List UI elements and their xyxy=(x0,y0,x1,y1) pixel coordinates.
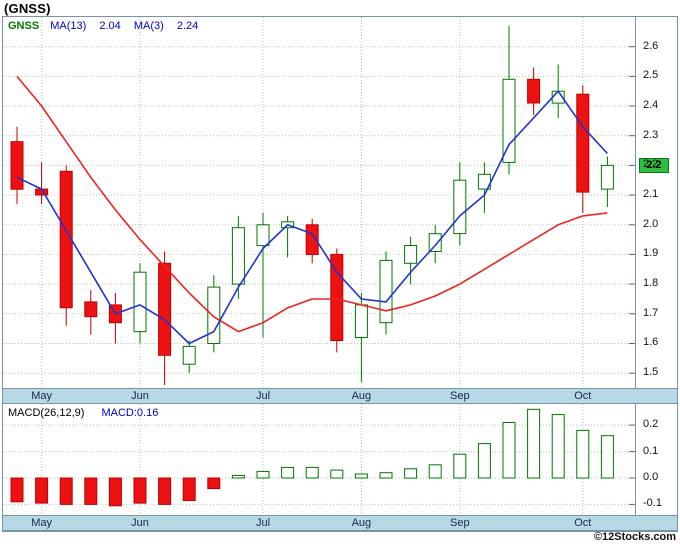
month-label: Jun xyxy=(131,390,149,402)
month-label: Oct xyxy=(574,390,592,402)
watermark: ©12Stocks.com xyxy=(593,531,676,543)
macd-plot xyxy=(3,404,635,515)
macd-value: MACD:0.16 xyxy=(101,407,159,419)
y-tick-label: 2.5 xyxy=(643,69,659,82)
y-tick-label: 2.3 xyxy=(643,128,659,141)
month-label: May xyxy=(31,390,52,402)
month-label: Jul xyxy=(255,517,271,529)
macd-x-axis-band: May Jun Jul Aug Sep Oct xyxy=(3,515,677,531)
macd-y-axis: 0.2 0.1 0.0 -0.1 xyxy=(635,404,677,515)
month-label: Oct xyxy=(574,517,592,529)
price-plot xyxy=(3,17,635,388)
month-label: Jul xyxy=(255,390,271,402)
month-label: Sep xyxy=(450,517,470,529)
month-label: Aug xyxy=(351,390,372,402)
macd-label: MACD(26,12,9) xyxy=(8,407,85,419)
y-tick-label: 1.5 xyxy=(643,366,659,379)
y-tick-label: 0.1 xyxy=(643,444,659,457)
y-tick-label: 1.6 xyxy=(643,336,659,349)
y-tick-label: 1.7 xyxy=(643,306,659,319)
page-title: (GNSS) xyxy=(4,1,51,16)
ma13-label: MA(13) xyxy=(50,20,87,32)
month-label: Aug xyxy=(351,517,372,529)
y-tick-label: 0.0 xyxy=(643,471,659,483)
y-tick-label: 0.2 xyxy=(643,418,659,431)
macd-legend: MACD(26,12,9) MACD:0.16 xyxy=(8,407,168,419)
ma3-label: MA(3) xyxy=(133,20,164,32)
month-label: May xyxy=(31,517,52,529)
chart-frame: GNSS MA(13) 2.04 MA(3) 2.24 2.2 2.6 2.5 2.… xyxy=(2,16,678,532)
price-y-axis: 2.2 2.6 2.5 2.4 2.3 2.2 2.1 2.0 1.9 1.8 1.7 1.6 1.5 xyxy=(635,17,677,388)
month-label: Sep xyxy=(450,390,470,402)
last-price-badge: 2.2 xyxy=(639,158,669,174)
y-tick-label: 1.9 xyxy=(643,247,659,260)
price-legend: GNSS MA(13) 2.04 MA(3) 2.24 xyxy=(8,20,208,32)
y-tick-label: 2.2 xyxy=(643,158,659,171)
y-tick-label: 1.8 xyxy=(643,277,659,290)
price-x-axis-band: May Jun Jul Aug Sep Oct xyxy=(3,388,677,404)
ma13-value: 2.04 xyxy=(99,20,121,32)
y-tick-label: -0.1 xyxy=(643,497,662,510)
ma3-value: 2.24 xyxy=(176,20,199,32)
y-tick-label: 2.6 xyxy=(643,39,659,52)
month-label: Jun xyxy=(131,517,149,529)
y-tick-label: 2.0 xyxy=(643,217,659,230)
symbol-label: GNSS xyxy=(8,20,40,32)
y-tick-label: 2.4 xyxy=(643,99,659,112)
y-tick-label: 2.1 xyxy=(643,188,659,201)
